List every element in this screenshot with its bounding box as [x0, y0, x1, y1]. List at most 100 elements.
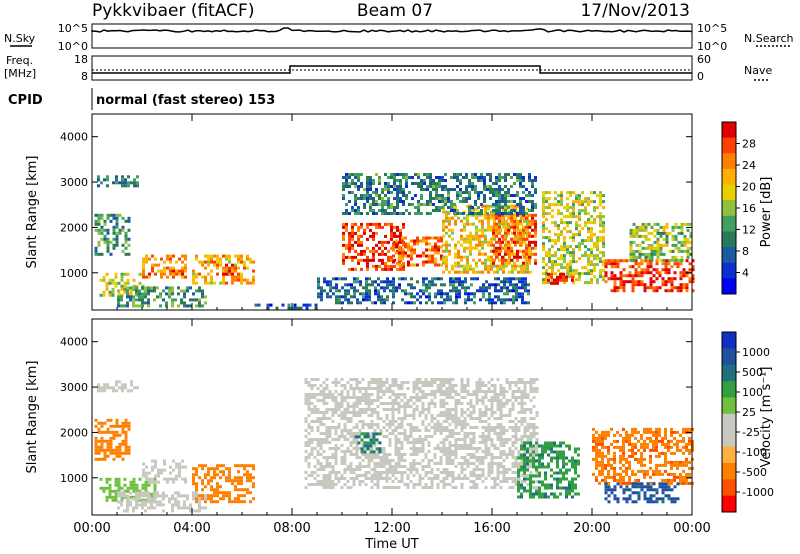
data-region	[99, 272, 145, 297]
y-tick-label: 3000	[60, 381, 88, 394]
colorbar-swatch	[722, 137, 736, 154]
x-tick-label: 20:00	[573, 521, 610, 536]
velocity-colorbar-label: Velocity [m s⁻¹]	[759, 367, 774, 468]
nsearch-tick-bottom: 10^0	[697, 40, 727, 53]
y-tick-label: 4000	[60, 336, 88, 349]
colorbar-swatch	[722, 262, 736, 279]
colorbar-swatch	[722, 278, 736, 295]
nsky-panel: 10^5 10^0 10^5 10^0 N.Sky N.Search	[4, 22, 794, 53]
freq-label: Freq.	[6, 54, 33, 67]
nsky-tick-bottom: 10^0	[58, 40, 88, 53]
data-region	[629, 222, 693, 262]
colorbar-tick: -25	[742, 426, 760, 439]
freq-unit: [MHz]	[4, 67, 36, 80]
y-tick-label: 2000	[60, 426, 88, 439]
data-region	[117, 286, 207, 308]
colorbar-tick: 16	[742, 202, 756, 215]
colorbar-swatch	[722, 231, 736, 248]
colorbar-swatch	[722, 495, 736, 513]
colorbar-swatch	[722, 332, 736, 349]
data-region	[142, 254, 187, 279]
y-tick-label: 4000	[60, 131, 88, 144]
nsearch-tick-top: 10^5	[697, 22, 727, 35]
colorbar-swatch	[722, 462, 736, 480]
nave-tick-top: 60	[697, 53, 711, 66]
freq-tick-top: 18	[74, 53, 88, 66]
colorbar-swatch	[722, 200, 736, 217]
x-tick-label: 08:00	[273, 521, 310, 536]
data-region	[342, 173, 537, 215]
data-region	[222, 263, 237, 279]
colorbar-swatch	[722, 364, 736, 382]
y-tick-label: 2000	[60, 221, 88, 234]
colorbar-swatch	[722, 446, 736, 464]
data-region	[592, 427, 694, 485]
beam-title: Beam 07	[357, 1, 433, 21]
nsky-trace	[91, 27, 693, 33]
freq-tick-bottom: 8	[81, 70, 88, 83]
colorbar-swatch	[722, 479, 736, 497]
y-tick-label: 1000	[60, 267, 88, 280]
colorbar-tick: 12	[742, 224, 756, 237]
y-tick-label: 1000	[60, 472, 88, 485]
x-tick-label: 04:00	[173, 521, 210, 536]
velocity-colorbar: 1000 500 100 25 -25 -100 -500 -1000	[721, 331, 774, 513]
data-region	[192, 254, 255, 285]
x-axis-label: Time UT	[364, 537, 418, 552]
data-region	[317, 277, 530, 305]
colorbar-swatch	[722, 381, 736, 398]
station-title: Pykkvibaer (fitACF)	[92, 1, 254, 21]
colorbar-swatch	[722, 247, 736, 264]
x-tick-label: 16:00	[473, 521, 510, 536]
colorbar-tick: 24	[742, 159, 756, 172]
colorbar-swatch	[722, 153, 736, 170]
nave-label: Nave	[744, 64, 772, 77]
velocity-ylabel: Slant Range [km]	[25, 361, 40, 474]
power-colorbar-label: Power [dB]	[759, 177, 774, 248]
colorbar-tick: 500	[742, 366, 763, 379]
data-region	[97, 380, 139, 393]
data-region	[542, 191, 605, 285]
data-region	[492, 213, 537, 265]
power-colorbar: 28 24 20 16 12 8 4	[721, 121, 756, 295]
data-region	[392, 236, 443, 267]
data-region	[254, 303, 318, 310]
data-region	[117, 491, 207, 513]
x-tick-label: 00:00	[73, 521, 110, 536]
y-tick-label: 3000	[60, 176, 88, 189]
data-region	[354, 432, 382, 454]
colorbar-swatch	[722, 430, 736, 448]
cpid-label: CPID	[8, 93, 43, 108]
colorbar-swatch	[722, 184, 736, 201]
data-region	[192, 464, 255, 504]
colorbar-tick: -1000	[742, 486, 774, 499]
colorbar-tick: 1000	[742, 346, 770, 359]
colorbar-tick: 25	[742, 406, 756, 419]
data-region	[304, 378, 539, 489]
x-tick-label: 00:00	[673, 521, 710, 536]
colorbar-tick: 100	[742, 386, 763, 399]
date-title: 17/Nov/2013	[580, 1, 690, 21]
data-region	[94, 213, 131, 256]
colorbar-tick: 28	[742, 138, 756, 151]
colorbar-swatch	[722, 348, 736, 366]
colorbar-swatch	[722, 413, 736, 431]
colorbar-tick: 20	[742, 181, 756, 194]
nsearch-label: N.Search	[744, 32, 794, 45]
power-panel: 1000 2000 3000 4000 Slant Range [km]	[25, 113, 695, 311]
colorbar-tick: 8	[742, 245, 749, 258]
colorbar-tick: 4	[742, 267, 749, 280]
nsky-label: N.Sky	[4, 32, 36, 45]
colorbar-swatch	[722, 122, 736, 139]
data-region	[517, 441, 580, 499]
freq-panel: 18 8 60 0 Freq. [MHz] Nave	[4, 53, 772, 83]
nave-tick-bottom: 0	[697, 70, 704, 83]
colorbar-swatch	[722, 215, 736, 232]
data-region	[94, 418, 131, 461]
colorbar-tick: -500	[742, 466, 767, 479]
velocity-panel: 1000 2000 3000 4000 00:00 04:00 08:00 12:00 16:0…	[25, 318, 711, 552]
colorbar-tick: -100	[742, 446, 767, 459]
power-ylabel: Slant Range [km]	[25, 156, 40, 269]
nsky-tick-top: 10^5	[58, 22, 88, 35]
data-region	[97, 175, 139, 188]
